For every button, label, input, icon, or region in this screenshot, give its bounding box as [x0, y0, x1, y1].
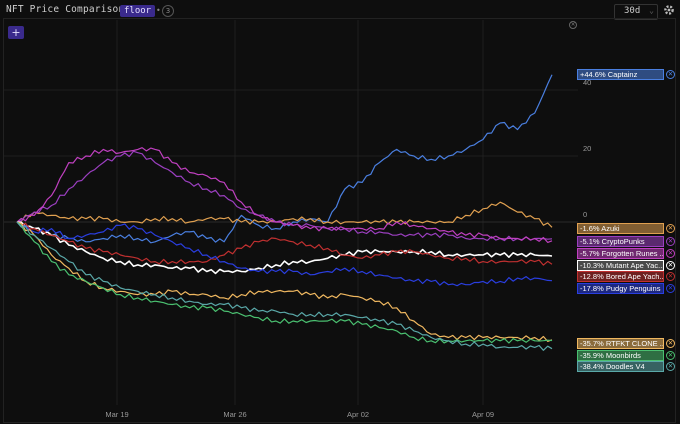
- legend-item[interactable]: -10.3% Mutant Ape Yac...: [577, 260, 664, 271]
- x-tick-label: Mar 26: [223, 410, 247, 419]
- legend-item[interactable]: -38.4% Doodles V4: [577, 361, 664, 372]
- metric-count-badge[interactable]: 3: [162, 5, 174, 17]
- series-line[interactable]: [16, 221, 553, 275]
- time-range-select[interactable]: 30d ⌄: [614, 4, 658, 20]
- legend-item[interactable]: -17.8% Pudgy Penguins: [577, 283, 664, 294]
- legend-item[interactable]: -5.7% Forgotten Runes ...: [577, 248, 664, 259]
- remove-series-icon[interactable]: ✕: [666, 249, 675, 258]
- series-line[interactable]: [16, 221, 553, 287]
- metric-pill-floor[interactable]: floor: [120, 5, 156, 17]
- remove-series-icon[interactable]: ✕: [666, 237, 675, 246]
- legend-item[interactable]: -35.9% Moonbirds: [577, 350, 664, 361]
- series-line[interactable]: [16, 147, 553, 243]
- series-line[interactable]: [16, 201, 553, 228]
- series-line[interactable]: [16, 221, 553, 344]
- x-tick-label: Apr 09: [471, 410, 495, 419]
- legend-item[interactable]: -5.1% CryptoPunks: [577, 236, 664, 247]
- legend-item[interactable]: -35.7% RTFKT CLONE ...: [577, 338, 664, 349]
- x-tick-label: Apr 02: [346, 410, 370, 419]
- remove-series-icon[interactable]: ✕: [666, 351, 675, 360]
- remove-series-icon[interactable]: ✕: [666, 339, 675, 348]
- legend-item[interactable]: +44.6% Captainz: [577, 69, 664, 80]
- chevron-down-icon: ⌄: [649, 6, 654, 15]
- pill-separator: •: [156, 6, 161, 15]
- time-range-value: 30d: [624, 6, 641, 16]
- y-tick-label: 20: [583, 144, 592, 153]
- add-collection-button[interactable]: +: [8, 26, 24, 39]
- series-line[interactable]: [16, 221, 553, 342]
- remove-series-icon[interactable]: ✕: [666, 261, 675, 270]
- legend-item[interactable]: -12.8% Bored Ape Yach...: [577, 271, 664, 282]
- series-line[interactable]: [16, 221, 553, 351]
- clear-all-icon[interactable]: ✕: [569, 21, 577, 29]
- series-line[interactable]: [16, 74, 553, 244]
- y-tick-label: 40: [583, 78, 592, 87]
- top-bar: NFT Price Comparison floor • 3 30d ⌄: [0, 0, 680, 22]
- remove-series-icon[interactable]: ✕: [666, 224, 675, 233]
- series-line[interactable]: [16, 221, 553, 266]
- y-tick-label: 0: [583, 210, 588, 219]
- remove-series-icon[interactable]: ✕: [666, 284, 675, 293]
- gear-icon[interactable]: [662, 3, 676, 17]
- remove-series-icon[interactable]: ✕: [666, 70, 675, 79]
- remove-series-icon[interactable]: ✕: [666, 362, 675, 371]
- series-line[interactable]: [16, 150, 553, 242]
- x-tick-label: Mar 19: [105, 410, 129, 419]
- chart-panel: [3, 18, 676, 423]
- legend-item[interactable]: -1.6% Azuki: [577, 223, 664, 234]
- page-title: NFT Price Comparison: [6, 4, 125, 15]
- remove-series-icon[interactable]: ✕: [666, 272, 675, 281]
